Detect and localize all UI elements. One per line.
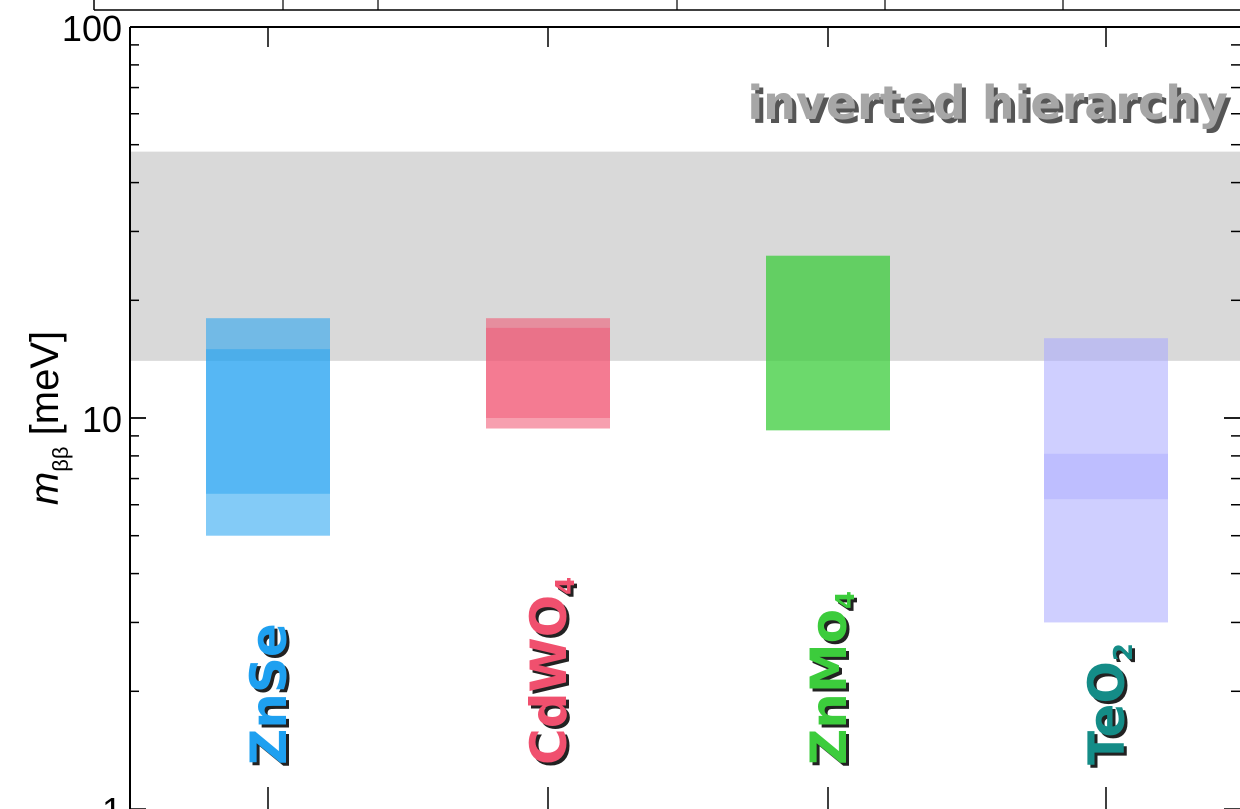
band-label-shadow: inverted hierarchy bbox=[751, 80, 1232, 134]
category-label-znse: ZnSe bbox=[240, 623, 298, 765]
category-label-subscript: 4 bbox=[834, 594, 864, 612]
category-label-subscript: 2 bbox=[1112, 646, 1142, 664]
text-layer: 1 10 100 mββ [meV] inverted hierarchyinverte… bbox=[23, 8, 1232, 809]
category-label-main: ZnMo bbox=[803, 612, 861, 768]
category-label-subscript: 4 bbox=[551, 577, 581, 595]
y-tick-label: 1 bbox=[102, 790, 122, 809]
category-label-main: TeO bbox=[1078, 661, 1136, 765]
bar-outer-teo2 bbox=[1044, 338, 1168, 623]
category-label-cdwo4-shadow: CdWO 4 bbox=[523, 580, 584, 768]
category-label-main: CdWO bbox=[523, 598, 581, 768]
category-label-subscript: 2 bbox=[1109, 643, 1139, 661]
bars-layer bbox=[206, 255, 1168, 623]
category-label-znmo4: ZnMo4 bbox=[800, 591, 861, 765]
category-label-cdwo4: CdWO 4 bbox=[520, 577, 581, 765]
y-axis-subscript: ββ bbox=[48, 446, 73, 471]
category-label-main: CdWO bbox=[520, 595, 578, 765]
bar-outer-znmo4 bbox=[766, 255, 890, 431]
bar-inner-teo2 bbox=[1044, 453, 1168, 500]
axis-ticks bbox=[130, 26, 1240, 809]
y-axis-symbol: m bbox=[23, 472, 67, 505]
category-label-main: TeO bbox=[1081, 664, 1139, 768]
bar-inner-znse bbox=[206, 349, 330, 494]
bar-outer-znse bbox=[206, 318, 330, 536]
bar-inner-znmo4 bbox=[766, 255, 890, 431]
bar-outer-cdwo4 bbox=[486, 318, 610, 429]
category-label-znmo4-shadow: ZnMo4 bbox=[803, 594, 864, 768]
category-label-znse-shadow: ZnSe bbox=[243, 626, 301, 768]
category-label-teo2-shadow: TeO2 bbox=[1081, 646, 1142, 768]
y-axis-label: mββ [meV] bbox=[23, 331, 73, 505]
category-label-main: ZnSe bbox=[243, 626, 301, 768]
y-tick-label: 10 bbox=[82, 399, 122, 440]
bar-inner-cdwo4 bbox=[486, 327, 610, 418]
y-tick-label: 100 bbox=[62, 8, 122, 49]
category-label-main: ZnSe bbox=[240, 623, 298, 765]
category-label-subscript: 4 bbox=[831, 591, 861, 609]
top-table-border bbox=[93, 0, 1240, 11]
category-label-main: ZnMo bbox=[800, 609, 858, 765]
band-label: inverted hierarchy bbox=[747, 76, 1228, 130]
category-label-subscript: 4 bbox=[554, 580, 584, 598]
y-axis-unit: [meV] bbox=[23, 331, 67, 447]
category-label-teo2: TeO2 bbox=[1078, 643, 1139, 765]
